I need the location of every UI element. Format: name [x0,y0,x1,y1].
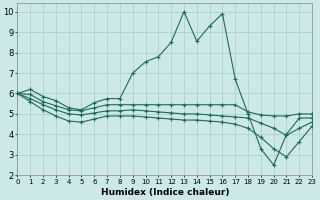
X-axis label: Humidex (Indice chaleur): Humidex (Indice chaleur) [100,188,229,197]
